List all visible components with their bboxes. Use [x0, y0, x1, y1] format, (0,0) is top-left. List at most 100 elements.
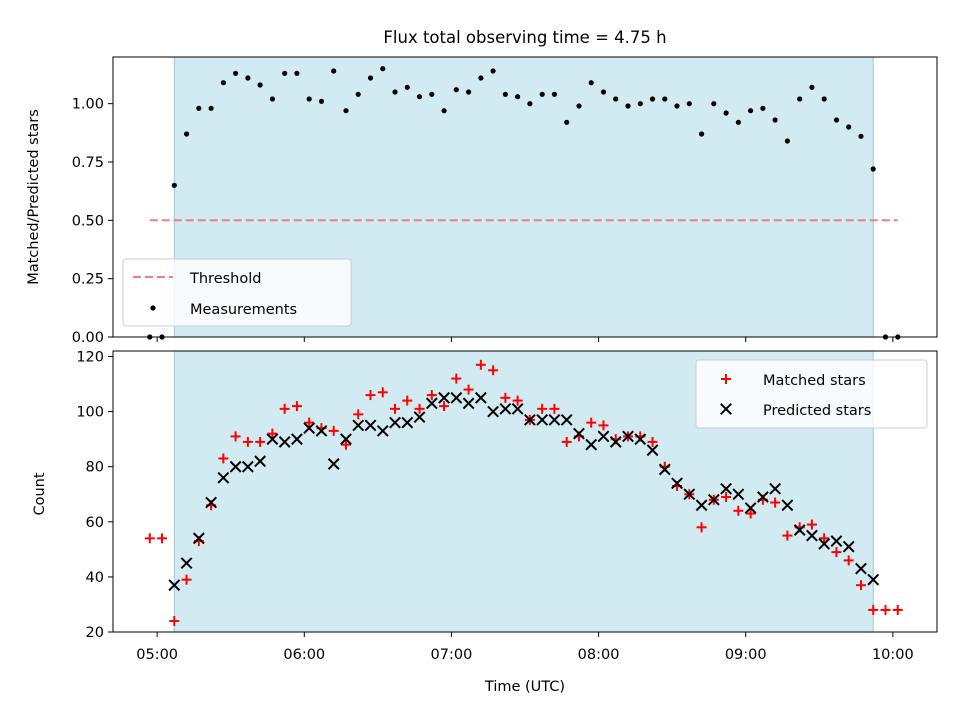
predicted-star-point [303, 422, 316, 435]
matched-star-point [304, 417, 315, 428]
measurement-point [466, 89, 472, 95]
legend-threshold-label: Threshold [189, 271, 261, 287]
predicted-star-point [671, 477, 683, 490]
predicted-star-point [291, 433, 303, 446]
predicted-star-point [511, 402, 524, 415]
predicted-star-point [340, 433, 352, 446]
matched-star-point [279, 403, 290, 414]
legend-matched-label: Matched stars [763, 373, 866, 389]
predicted-star-point [573, 427, 585, 440]
measurement-point [699, 131, 705, 137]
ratio-y-axis: 0.00 0.25 0.50 0.75 1.00 [72, 97, 113, 346]
measurement-point [355, 91, 361, 97]
count-x-tick-label: 06:00 [283, 647, 325, 663]
ratio-panel-frame [112, 56, 938, 338]
matched-star-point [721, 492, 732, 503]
measurement-point [564, 119, 570, 125]
predicted-star-point [732, 488, 745, 501]
predicted-star-point [438, 391, 450, 404]
matched-star-point [169, 615, 180, 626]
count-y-tick-label: 20 [86, 625, 104, 641]
measurement-point [527, 101, 533, 107]
matched-star-point [561, 436, 572, 447]
measurement-point [392, 89, 398, 95]
count-panel-frame [112, 350, 938, 633]
predicted-star-point [487, 405, 500, 418]
count-x-tick-label: 07:00 [431, 647, 473, 663]
matched-star-point [806, 519, 817, 530]
matched-star-point [696, 522, 707, 533]
predicted-star-point [855, 562, 867, 575]
predicted-star-point [352, 419, 365, 432]
ratio-y-tick-label: 0.50 [72, 213, 104, 229]
predicted-star-point [548, 413, 561, 426]
measurement-point [184, 131, 190, 137]
predicted-star-point [818, 537, 831, 550]
measurement-point [343, 108, 349, 114]
measurement-point [220, 80, 226, 86]
predicted-star-point [744, 502, 757, 514]
predicted-star-point [217, 471, 230, 484]
predicted-star-point [830, 535, 843, 547]
matched-star-point [868, 604, 879, 615]
matched-star-point [144, 533, 155, 544]
measurement-point [441, 108, 447, 114]
predicted-star-point [180, 557, 193, 570]
predicted-star-point [560, 413, 573, 426]
predicted-star-point [205, 496, 218, 509]
matched-star-point [475, 359, 486, 370]
measurement-point [515, 94, 521, 100]
matched-star-point [230, 431, 241, 442]
matched-star-point [291, 401, 302, 412]
measurement-point [171, 182, 177, 188]
matched-star-point [770, 497, 781, 508]
count-legend: Matched stars Predicted stars [695, 359, 928, 429]
ratio-y-axis-label: Matched/Predicted stars [26, 109, 42, 285]
ratio-y-tick-label: 0.75 [72, 155, 104, 171]
measurement-point [588, 80, 594, 86]
predicted-star-point [585, 438, 598, 451]
matched-star-point [402, 395, 413, 406]
count-y-tick-label: 100 [76, 405, 104, 421]
matched-star-point [782, 530, 793, 541]
count-x-tick-label: 09:00 [725, 647, 767, 663]
predicted-star-point [474, 391, 487, 404]
predicted-star-point [756, 491, 769, 503]
matched-star-point [439, 401, 450, 412]
measurement-point [784, 138, 791, 144]
legend-predicted-swatch [720, 403, 732, 415]
count-y-axis-label: Count [32, 472, 48, 515]
legend-matched-swatch [721, 374, 731, 384]
matched-star-point [377, 387, 388, 398]
matched-star-point [181, 574, 192, 585]
measurement-point [233, 70, 239, 76]
measurement-point [858, 133, 864, 139]
measurement-point [318, 98, 325, 104]
matched-star-point [255, 436, 266, 447]
measurement-point [821, 96, 827, 102]
measurement-point [380, 66, 386, 72]
count-y-axis: 20 40 60 80 100 120 [76, 350, 113, 641]
count-panel: 20 40 60 80 100 120 05:00 06:00 07:00 08:00 09:00… [32, 350, 938, 695]
predicted-star-point [401, 416, 414, 429]
measurement-point [331, 68, 337, 74]
matched-star-point [451, 373, 462, 384]
measurement-point [686, 101, 692, 107]
count-x-tick-label: 08:00 [578, 647, 620, 663]
predicted-star-point [523, 413, 536, 426]
measurement-point [613, 96, 619, 102]
measurement-point [429, 91, 435, 97]
measurement-point [502, 91, 508, 97]
ratio-y-tick-label: 1.00 [72, 97, 104, 113]
measurement-point [637, 101, 643, 107]
measurement-point [453, 87, 459, 93]
matched-star-point [340, 439, 351, 450]
matched-star-point [831, 547, 842, 558]
measurement-points [147, 66, 901, 340]
predicted-star-point [364, 419, 377, 432]
measurement-point [539, 91, 545, 97]
measurement-point [576, 103, 582, 109]
predicted-star-point [720, 482, 733, 495]
predicted-star-point [634, 433, 647, 446]
